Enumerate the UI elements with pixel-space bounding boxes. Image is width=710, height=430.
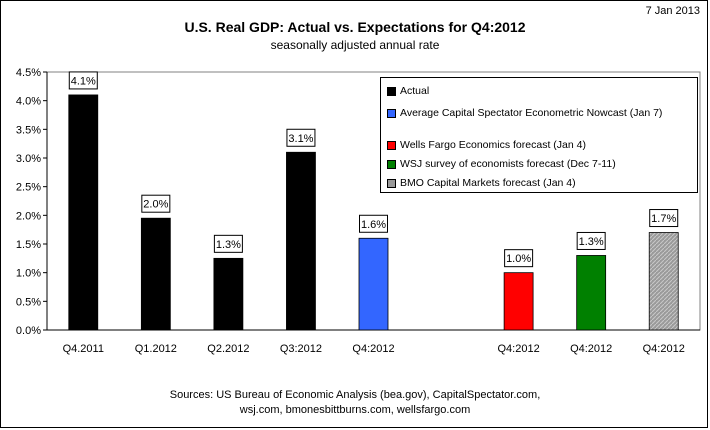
y-tick-label: 1.5%: [16, 239, 41, 251]
legend-item-bmo: BMO Capital Markets forecast (Jan 4): [387, 177, 576, 189]
data-label: 4.1%: [71, 75, 96, 87]
legend-label-nowcast: Average Capital Spectator Econometric No…: [400, 107, 663, 120]
bar: [648, 232, 679, 331]
bar: [576, 255, 607, 331]
data-label-box: [359, 214, 388, 233]
data-label: 1.7%: [651, 213, 676, 225]
chart-title: U.S. Real GDP: Actual vs. Expectations f…: [184, 19, 526, 35]
legend-swatch-nowcast: [387, 108, 396, 118]
data-label: 3.1%: [288, 133, 313, 145]
bar: [503, 272, 534, 331]
category-label: Q4:2012: [570, 343, 612, 355]
data-label: 1.0%: [506, 253, 531, 265]
data-label-box: [68, 71, 98, 90]
data-label: 2.0%: [143, 199, 168, 211]
y-tick-label: 3.0%: [16, 153, 41, 165]
y-tick-label: 0.0%: [16, 325, 41, 337]
legend-swatch-wells-fargo: [387, 140, 396, 150]
chart-subtitle: seasonally adjusted annual rate: [270, 38, 440, 52]
y-tick-label: 4.0%: [16, 96, 41, 108]
legend-item-nowcast: Average Capital Spectator Econometric No…: [387, 107, 662, 119]
bar: [140, 217, 171, 331]
y-tick-label: 1.0%: [16, 268, 41, 280]
y-tick-label: 4.5%: [16, 67, 41, 79]
legend-swatch-actual: [387, 86, 396, 96]
y-tick-label: 2.0%: [16, 210, 41, 222]
y-tick-label: 0.5%: [16, 296, 41, 308]
bar: [68, 94, 99, 331]
data-label: 1.3%: [216, 239, 241, 251]
category-label: Q4:2012: [498, 343, 540, 355]
legend-item-wells-fargo: Wells Fargo Economics forecast (Jan 4): [387, 139, 586, 151]
legend-swatch-bmo: [387, 178, 396, 188]
y-tick-label: 3.5%: [16, 124, 41, 136]
report-date: 7 Jan 2013: [645, 5, 700, 17]
legend-label-wsj: WSJ survey of economists forecast (Dec 7…: [400, 158, 616, 171]
source-line-2: wsj.com, bmonesbittburns.com, wellsfargo…: [239, 404, 471, 416]
category-label: Q4:2012: [352, 343, 394, 355]
data-label-box: [286, 128, 316, 147]
category-label: Q4:2012: [643, 343, 685, 355]
data-label: 1.6%: [361, 219, 386, 231]
bar: [213, 257, 244, 331]
category-label: Q4.2011: [63, 343, 104, 355]
data-label-box: [141, 194, 171, 213]
data-label-box: [504, 249, 534, 268]
legend-swatch-wsj: [387, 159, 396, 169]
data-label-box: [576, 231, 606, 250]
legend-label-wells-fargo: Wells Fargo Economics forecast (Jan 4): [400, 139, 586, 152]
source-line-1: Sources: US Bureau of Economic Analysis …: [169, 389, 541, 401]
legend-label-bmo: BMO Capital Markets forecast (Jan 4): [400, 177, 576, 190]
legend-label-actual: Actual: [400, 85, 430, 98]
data-label: 1.3%: [579, 236, 604, 248]
y-tick-label: 2.5%: [16, 182, 41, 194]
legend-item-wsj: WSJ survey of economists forecast (Dec 7…: [387, 158, 616, 170]
chart-legend: Actual Average Capital Spectator Econome…: [380, 77, 698, 193]
data-label-box: [213, 234, 243, 253]
data-label-box: [649, 209, 679, 228]
bar: [286, 151, 316, 331]
legend-item-actual: Actual: [387, 85, 429, 97]
category-label: Q3:2012: [280, 343, 322, 355]
bar: [358, 237, 389, 331]
category-label: Q2.2012: [207, 343, 249, 355]
category-label: Q1.2012: [135, 343, 177, 355]
